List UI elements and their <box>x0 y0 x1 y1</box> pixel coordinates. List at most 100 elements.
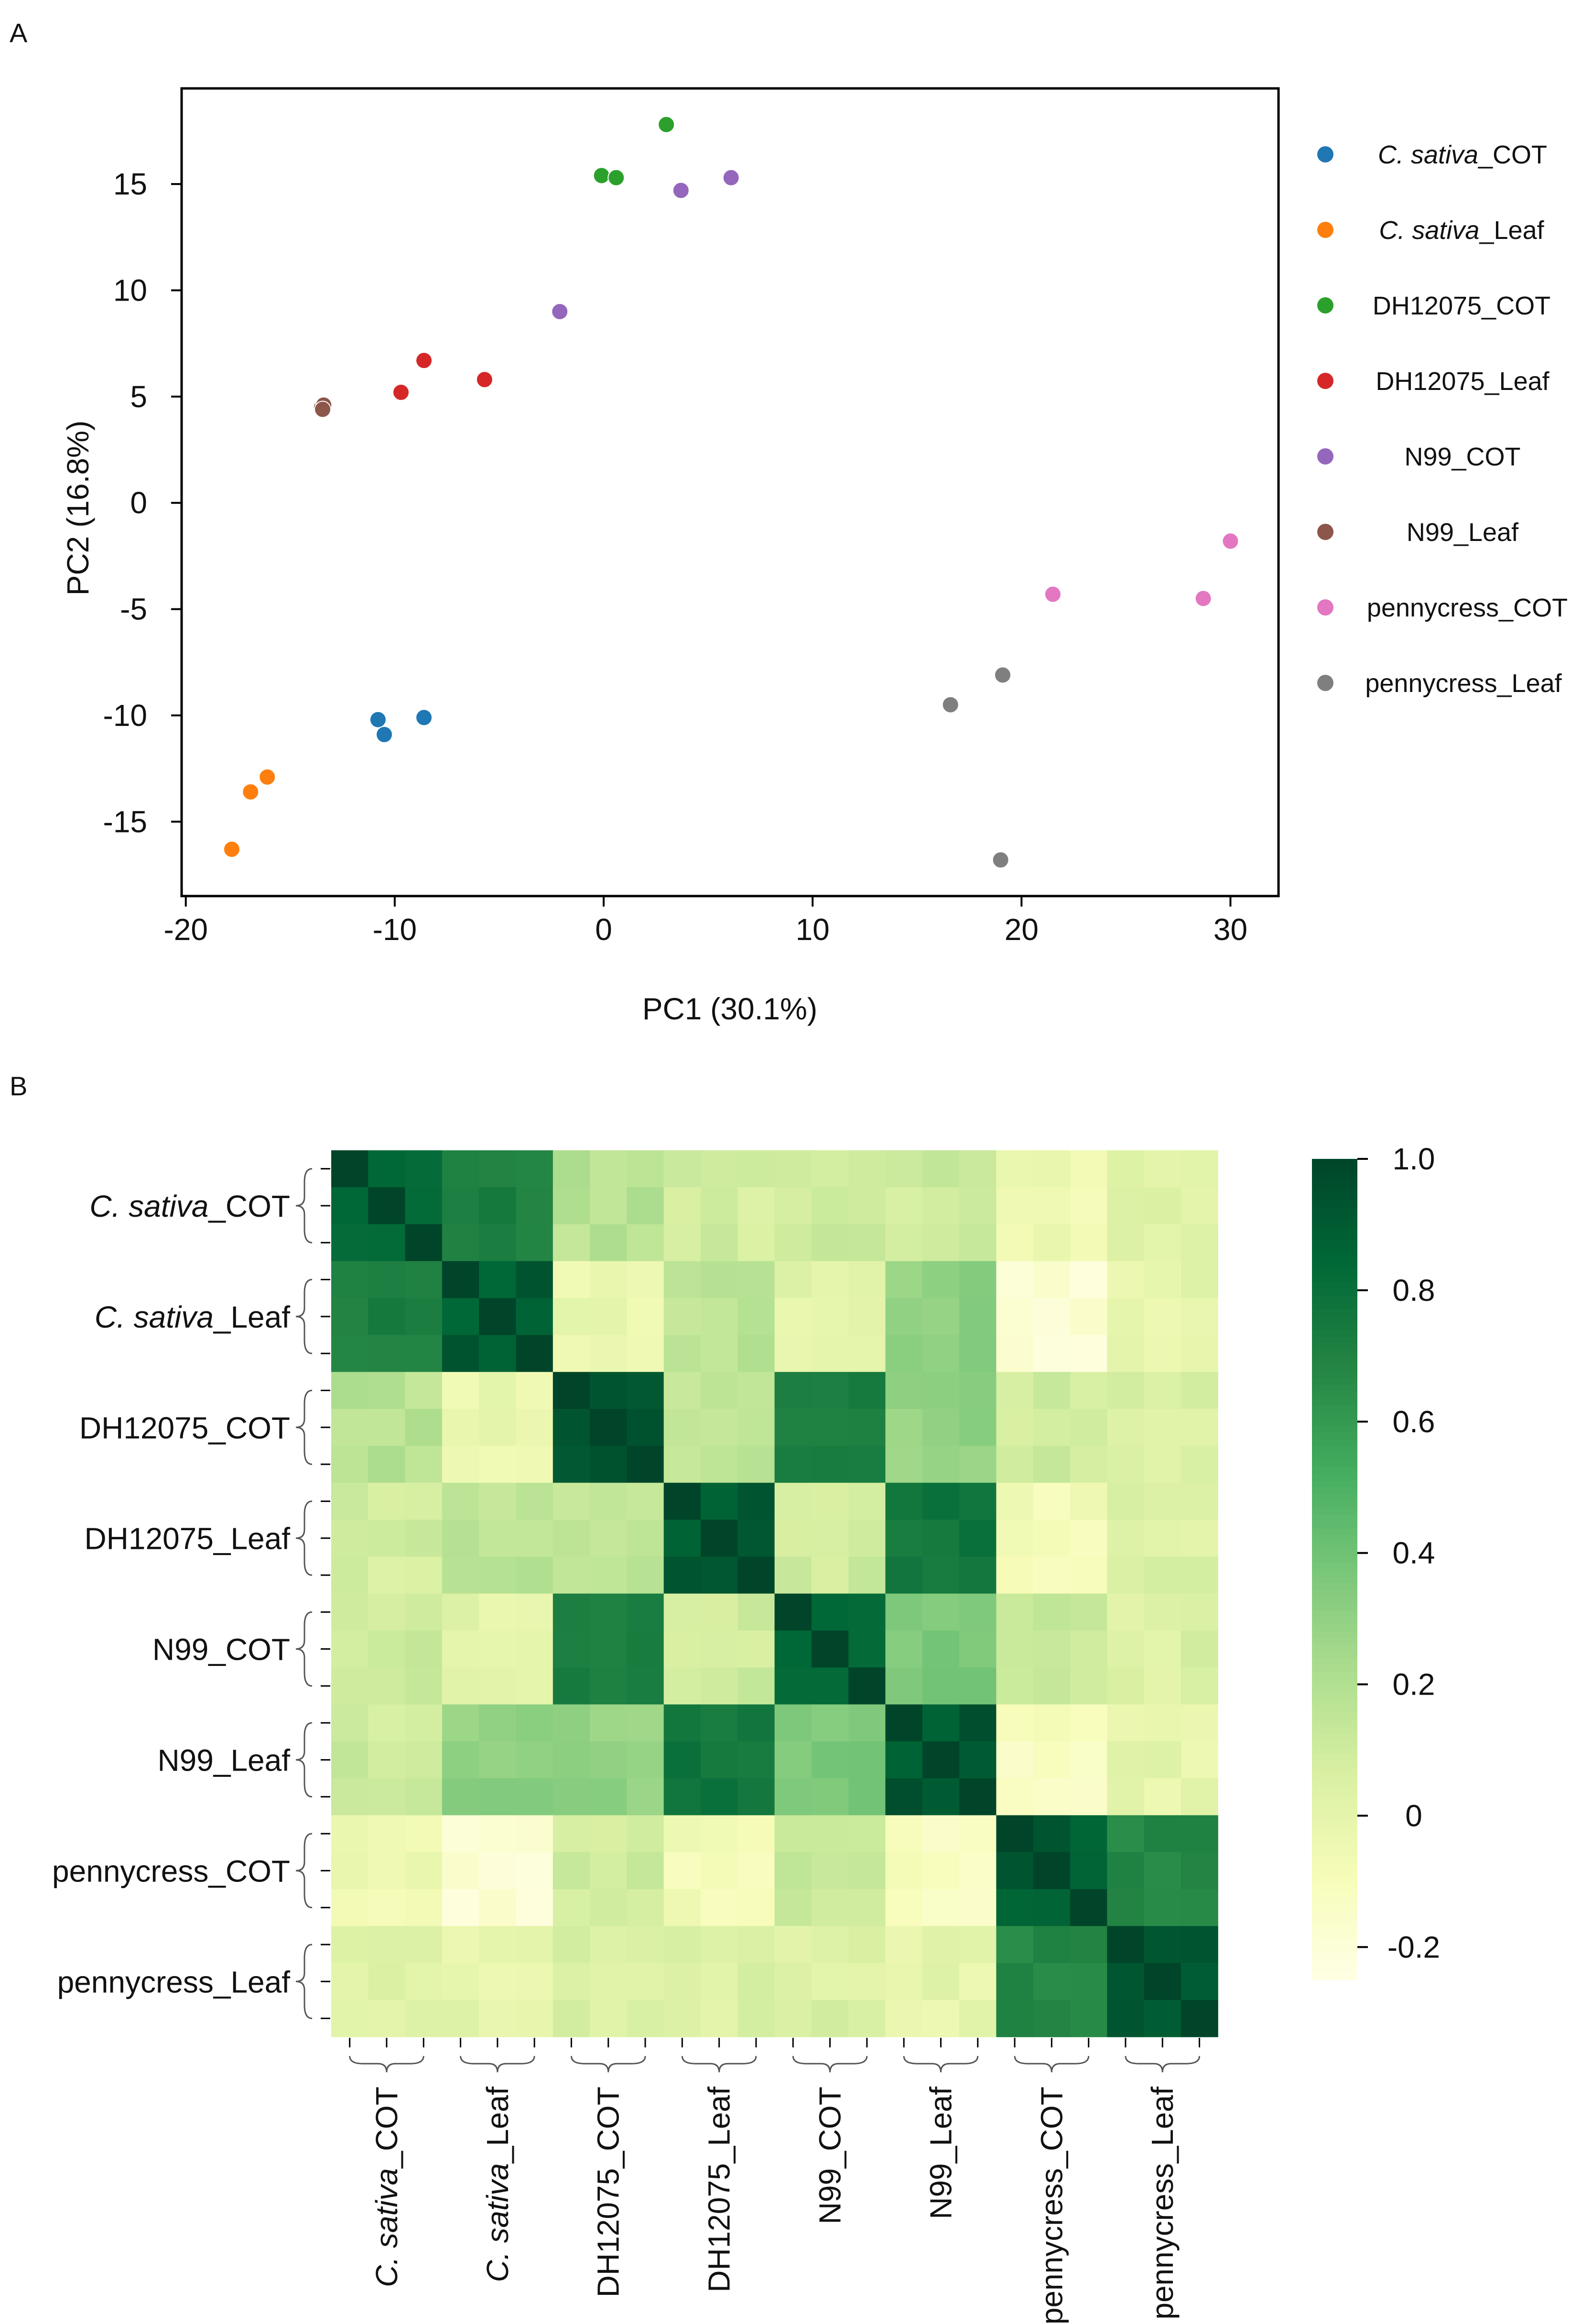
heatmap-cell <box>516 1482 553 1520</box>
heatmap-cell <box>405 1963 443 2000</box>
y-tick-label: 10 <box>113 273 147 308</box>
heatmap-cell <box>663 1926 701 1964</box>
colorbar-segment <box>1312 1829 1357 1837</box>
heatmap-cell <box>627 1482 664 1520</box>
heatmap-cell <box>996 1482 1034 1520</box>
colorbar-segment <box>1312 1268 1357 1276</box>
heatmap-cell <box>811 1741 849 1779</box>
heatmap-cell <box>1181 1630 1218 1668</box>
heatmap-cell <box>1107 1963 1145 2000</box>
heatmap-cell <box>959 1630 997 1668</box>
heatmap-cell <box>516 1446 553 1483</box>
heatmap-cell <box>1107 1926 1145 1964</box>
point-dh12075-leaf <box>415 352 433 369</box>
row-group-bracket <box>295 1500 313 1576</box>
heatmap-cell <box>1107 1704 1145 1742</box>
legend-marker <box>1317 222 1333 238</box>
heatmap-cell <box>442 1482 479 1520</box>
heatmap-cell <box>627 1815 664 1853</box>
heatmap-cell <box>922 1557 960 1594</box>
heatmap-cell <box>479 1372 517 1409</box>
col-group-label: pennycress_Leaf <box>1145 2086 1180 2320</box>
heatmap-cell <box>442 1926 479 1964</box>
heatmap-cell <box>848 2000 886 2037</box>
colorbar-segment <box>1312 1918 1357 1926</box>
col-group-label: C. sativa_Leaf <box>480 2086 515 2282</box>
pca-scatter-plot: -20 -10 0 10 20 30 15 10 5 0 -5 -10 -15 PC1 (30.1%)… <box>61 87 1568 1026</box>
heatmap-cell <box>1070 1741 1107 1779</box>
col-group-label-italic: C. sativa <box>369 2168 404 2287</box>
colorbar-segment <box>1312 1234 1357 1242</box>
heatmap-cell <box>811 1852 849 1890</box>
heatmap-cell <box>442 1409 479 1446</box>
heatmap-cell <box>959 1446 997 1483</box>
heatmap-cell <box>663 1557 701 1594</box>
heatmap-cell <box>1144 1704 1181 1742</box>
colorbar-segment <box>1312 1959 1357 1967</box>
col-group-bracket <box>903 2056 979 2073</box>
heatmap-cell <box>885 1446 923 1483</box>
heatmap-cell <box>1033 1704 1071 1742</box>
heatmap-cell <box>442 1187 479 1225</box>
colorbar-segment <box>1312 1589 1357 1597</box>
colorbar-segment <box>1312 1850 1357 1858</box>
heatmap-cell <box>405 1372 443 1409</box>
row-group-label-suffix: _COT <box>208 1189 290 1223</box>
colorbar-segment <box>1312 1480 1357 1488</box>
heatmap-cell <box>479 1963 517 2000</box>
heatmap-cell <box>848 1926 886 1964</box>
heatmap-cell <box>405 1482 443 1520</box>
heatmap-cell <box>442 1335 479 1373</box>
heatmap-cell <box>1144 1187 1181 1225</box>
heatmap-cell <box>1107 1446 1145 1483</box>
heatmap-cell <box>663 1150 701 1188</box>
colorbar-segment <box>1312 1898 1357 1905</box>
y-tick-label: -15 <box>103 804 148 839</box>
colorbar-segment <box>1312 1809 1357 1816</box>
heatmap-cell <box>701 1372 738 1409</box>
heatmap-cell <box>442 1815 479 1853</box>
heatmap-cell <box>479 1630 517 1668</box>
heatmap-cell <box>368 1187 406 1225</box>
col-group-label: N99_Leaf <box>923 2086 958 2219</box>
legend-label: pennycress_COT <box>1367 594 1568 622</box>
point-c-sativa-leaf <box>242 783 260 801</box>
heatmap-cell <box>405 1520 443 1557</box>
heatmap-cell <box>1070 1335 1107 1373</box>
colorbar-segment <box>1312 1350 1357 1358</box>
heatmap-cell <box>516 1667 553 1705</box>
heatmap-cell <box>516 1150 553 1188</box>
heatmap-cell <box>590 1224 627 1262</box>
point-c-sativa-leaf <box>223 841 240 858</box>
colorbar-segment <box>1312 1884 1357 1892</box>
heatmap-cell <box>922 1446 960 1483</box>
col-group-label-suffix: pennycress_Leaf <box>1145 2086 1180 2320</box>
heatmap-cell <box>405 1852 443 1890</box>
heatmap-cell <box>331 1926 368 1964</box>
row-group-bracket <box>295 1389 313 1465</box>
row-group-bracket <box>295 1833 313 1909</box>
heatmap-cell <box>368 1446 406 1483</box>
heatmap-cell <box>405 1667 443 1705</box>
col-group-label-suffix: _COT <box>369 2086 404 2169</box>
heatmap-cell <box>737 1224 775 1262</box>
heatmap-cell <box>701 1298 738 1336</box>
heatmap-cell <box>774 1963 812 2000</box>
heatmap-cell <box>1033 1963 1071 2000</box>
heatmap-cell <box>663 1593 701 1631</box>
col-group-label: N99_COT <box>813 2086 847 2224</box>
y-tick-label: 0 <box>130 486 147 520</box>
heatmap-cell <box>885 1926 923 1964</box>
row-group-bracket <box>295 1722 313 1798</box>
heatmap-cell <box>1107 1261 1145 1298</box>
heatmap-cell <box>331 1335 368 1373</box>
plot-frame <box>180 87 1280 897</box>
heatmap-cell <box>627 1926 664 1964</box>
x-axis-label: PC1 (30.1%) <box>642 992 817 1026</box>
heatmap-cell <box>1070 1372 1107 1409</box>
heatmap-cell <box>1181 1520 1218 1557</box>
heatmap-cell <box>885 2000 923 2037</box>
heatmap-cell <box>811 1557 849 1594</box>
heatmap-cell <box>1033 2000 1071 2037</box>
heatmap-cell <box>1144 1482 1181 1520</box>
